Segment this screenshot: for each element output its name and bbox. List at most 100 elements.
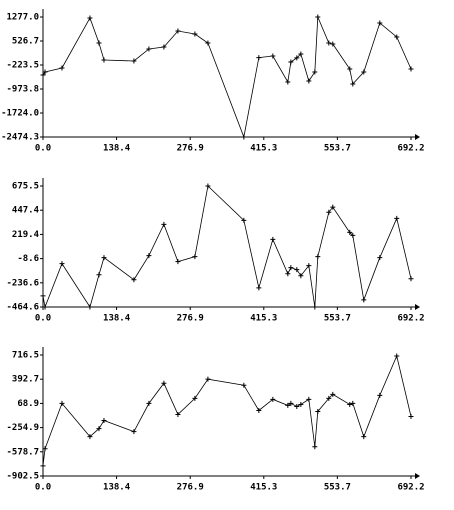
point-marker xyxy=(192,395,198,401)
point-marker xyxy=(101,418,107,424)
y-tick-label: 392.7 xyxy=(12,375,39,385)
y-tick-label: -578.7 xyxy=(6,447,39,457)
x-tick-label: 553.7 xyxy=(324,144,351,154)
point-marker xyxy=(377,392,383,398)
point-marker xyxy=(361,69,367,75)
point-marker xyxy=(285,79,291,85)
point-marker xyxy=(326,40,332,46)
point-marker xyxy=(40,293,46,299)
point-marker xyxy=(256,285,262,291)
x-tick-label: 138.4 xyxy=(103,144,131,154)
point-marker xyxy=(298,273,304,279)
point-marker xyxy=(59,400,65,406)
point-marker xyxy=(87,434,93,440)
y-tick-label: -2474.3 xyxy=(1,133,39,143)
y-tick-label: -254.9 xyxy=(6,423,39,433)
point-marker xyxy=(294,267,300,273)
x-tick-label: 0.0 xyxy=(35,144,51,154)
x-tick-label: 0.0 xyxy=(35,483,51,493)
point-marker xyxy=(146,46,152,52)
y-tick-label: 447.4 xyxy=(12,206,40,216)
point-marker xyxy=(377,20,383,26)
point-marker xyxy=(298,51,304,57)
y-tick-label: 219.4 xyxy=(12,230,40,240)
point-marker xyxy=(361,434,367,440)
line xyxy=(42,16,412,139)
y-tick-label: -464.6 xyxy=(6,303,39,313)
x-tick-label: 0.0 xyxy=(35,314,51,324)
y-tick-label: 68.9 xyxy=(17,399,39,409)
line xyxy=(42,185,412,309)
point-marker xyxy=(241,217,247,223)
point-marker xyxy=(408,276,414,282)
point-marker xyxy=(270,236,276,242)
point-marker xyxy=(59,65,65,71)
point-marker xyxy=(347,401,353,407)
point-marker xyxy=(394,215,400,221)
point-marker xyxy=(175,28,181,34)
point-marker xyxy=(241,134,247,140)
point-marker xyxy=(192,31,198,37)
point-marker xyxy=(161,44,167,50)
y-tick-label: 1277.0 xyxy=(6,13,39,23)
point-marker xyxy=(205,40,211,46)
y-tick-label: -973.8 xyxy=(6,85,39,95)
y-tick-label: -1724.0 xyxy=(1,108,39,118)
point-marker xyxy=(42,304,48,310)
point-marker xyxy=(285,402,291,408)
y-tick-label: 526.7 xyxy=(12,37,39,47)
y-tick-label: 675.5 xyxy=(12,182,39,192)
point-marker xyxy=(315,408,321,414)
x-tick-label: 415.3 xyxy=(250,144,277,154)
point-marker xyxy=(270,396,276,402)
x-tick-label: 692.2 xyxy=(397,483,424,493)
x-tick-label: 138.4 xyxy=(103,314,131,324)
point-marker xyxy=(326,395,332,401)
point-marker xyxy=(326,209,332,215)
point-marker xyxy=(361,297,367,303)
x-tick-label: 276.9 xyxy=(177,144,204,154)
x-tick-label: 415.3 xyxy=(250,314,277,324)
point-marker xyxy=(312,69,318,75)
point-marker xyxy=(377,255,383,261)
point-marker xyxy=(350,232,356,238)
point-marker xyxy=(101,57,107,63)
point-marker xyxy=(87,304,93,310)
point-marker xyxy=(288,59,294,65)
point-marker xyxy=(315,14,321,20)
point-marker xyxy=(350,400,356,406)
point-marker xyxy=(131,277,137,283)
x-tick-label: 415.3 xyxy=(250,483,277,493)
point-marker xyxy=(40,72,46,78)
x-axis-arrow xyxy=(415,134,420,140)
y-tick-label: -8.6 xyxy=(17,254,39,264)
point-marker xyxy=(131,429,137,435)
point-marker xyxy=(205,183,211,189)
point-marker xyxy=(408,413,414,419)
point-marker xyxy=(161,380,167,386)
point-marker xyxy=(96,40,102,46)
y-tick-label: -902.5 xyxy=(6,472,39,482)
point-marker xyxy=(350,81,356,87)
point-marker xyxy=(312,304,318,310)
point-marker xyxy=(40,463,46,469)
point-marker xyxy=(394,353,400,359)
x-tick-label: 692.2 xyxy=(397,144,424,154)
point-marker xyxy=(330,204,336,210)
x-axis-arrow xyxy=(415,473,420,479)
y-tick-label: -236.6 xyxy=(6,278,39,288)
point-marker xyxy=(330,41,336,47)
x-tick-label: 553.7 xyxy=(324,483,351,493)
point-marker xyxy=(59,261,65,267)
point-marker xyxy=(294,55,300,61)
y-tick-label: -223.5 xyxy=(6,60,39,70)
line xyxy=(42,354,412,466)
point-marker xyxy=(408,66,414,72)
x-tick-label: 138.4 xyxy=(103,483,131,493)
x-tick-label: 692.2 xyxy=(397,314,424,324)
point-marker xyxy=(285,271,291,277)
point-marker xyxy=(87,15,93,21)
point-marker xyxy=(315,254,321,260)
point-marker xyxy=(298,401,304,407)
